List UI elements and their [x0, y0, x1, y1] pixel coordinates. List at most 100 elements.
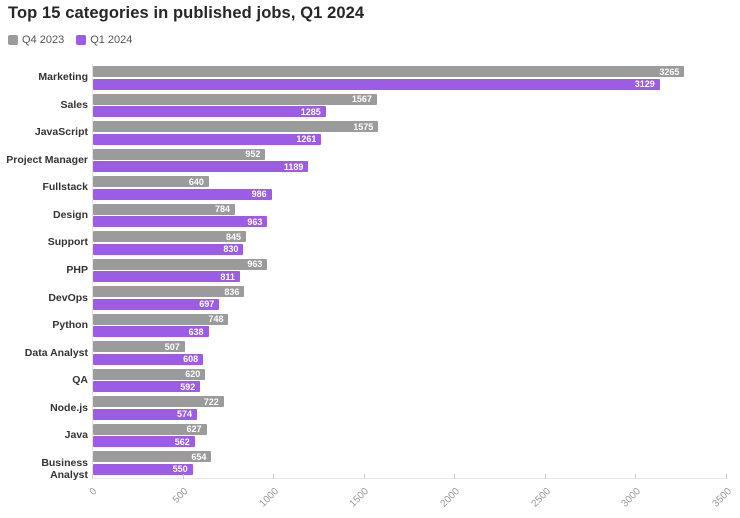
bar-q1-2024: 1189: [93, 161, 309, 173]
bar-q1-2024: 1261: [93, 133, 322, 145]
bar-value-label: 574: [176, 409, 192, 420]
bar-q4-2023: 620: [93, 368, 206, 380]
bar-q1-2024: 963: [93, 216, 268, 228]
x-axis-tick-label: 500: [170, 486, 191, 506]
bar-q4-2023: 845: [93, 231, 247, 243]
x-axis-line: [92, 478, 727, 479]
bar-value-label: 1567: [351, 94, 372, 105]
bar-value-label: 845: [226, 231, 242, 242]
bar-q1-2024: 830: [93, 243, 244, 255]
bar-q1-2024: 1285: [93, 106, 326, 118]
category-label: Data Analyst: [24, 346, 88, 359]
chart-title: Top 15 categories in published jobs, Q1 …: [8, 4, 365, 22]
bar-value-label: 592: [180, 381, 196, 392]
category-label: Business Analyst: [41, 456, 88, 481]
bar-value-label: 3265: [659, 66, 680, 77]
bar-value-label: 507: [164, 341, 180, 352]
bar-q1-2024: 562: [93, 436, 195, 448]
bar-q4-2023: 748: [93, 313, 229, 325]
bar-value-label: 748: [208, 314, 224, 325]
bar-q4-2023: 952: [93, 148, 266, 160]
category-label: Python: [52, 319, 88, 332]
bar-value-label: 3129: [634, 79, 655, 89]
category-label: Java: [64, 429, 88, 442]
legend-item-q1-2024[interactable]: Q1 2024: [76, 34, 132, 46]
category-label: Node.js: [50, 401, 88, 414]
y-axis-line: [92, 64, 93, 478]
x-axis-tick-label: 3000: [619, 486, 644, 510]
bar-value-label: 963: [247, 216, 263, 227]
bar-value-label: 654: [191, 451, 207, 462]
x-axis-tick-label: 2000: [438, 486, 463, 510]
category-label: Project Manager: [6, 153, 88, 166]
bar-value-label: 550: [172, 464, 188, 475]
category-label: PHP: [66, 264, 88, 276]
bar-value-label: 608: [183, 354, 199, 365]
x-axis-tick: [273, 474, 275, 479]
bar-value-label: 620: [185, 369, 201, 380]
x-axis-tick-label: 3500: [710, 486, 734, 510]
bar-q4-2023: 640: [93, 176, 209, 188]
bar-q4-2023: 3265: [93, 66, 685, 77]
bar-q1-2024: 638: [93, 326, 209, 338]
bar-q1-2024: 574: [93, 408, 197, 420]
x-axis-tick: [182, 474, 184, 479]
x-axis-tick: [363, 474, 365, 479]
bar-value-label: 1189: [283, 161, 304, 172]
bar-q1-2024: 608: [93, 353, 204, 365]
bar-value-label: 836: [224, 286, 240, 297]
x-axis-tick: [726, 474, 727, 479]
bar-q1-2024: 811: [93, 271, 240, 283]
bar-q1-2024: 592: [93, 381, 201, 393]
bar-value-label: 986: [251, 189, 267, 200]
bar-value-label: 562: [174, 436, 190, 447]
bar-q4-2023: 963: [93, 258, 268, 270]
legend-item-q4-2023[interactable]: Q4 2023: [8, 34, 64, 46]
legend-label: Q1 2024: [90, 34, 133, 46]
bar-q4-2023: 722: [93, 396, 224, 408]
category-label: Sales: [60, 98, 88, 111]
bar-value-label: 722: [203, 396, 219, 407]
bar-q4-2023: 1575: [93, 121, 379, 133]
x-axis-tick-label: 0: [88, 486, 100, 498]
category-label: Design: [52, 208, 88, 221]
legend-swatch-icon: [8, 35, 18, 45]
bar-value-label: 1261: [296, 134, 317, 145]
bar-q4-2023: 627: [93, 423, 207, 435]
category-label: Fullstack: [42, 181, 88, 194]
bar-q1-2024: 697: [93, 298, 220, 310]
bar-q4-2023: 784: [93, 203, 236, 215]
x-axis-tick: [454, 474, 456, 479]
bar-q1-2024: 550: [93, 463, 193, 475]
bar-value-label: 952: [245, 149, 261, 160]
bar-value-label: 811: [220, 271, 235, 282]
bar-q1-2024: 986: [93, 188, 272, 200]
bar-q1-2024: 3129: [93, 78, 660, 90]
bar-q4-2023: 836: [93, 286, 245, 298]
bar-q4-2023: 507: [93, 341, 185, 353]
category-label: Support: [47, 236, 88, 249]
bar-q4-2023: 1567: [93, 93, 377, 105]
bar-value-label: 627: [186, 424, 202, 435]
category-label: JavaScript: [34, 126, 88, 139]
bar-q4-2023: 654: [93, 451, 212, 463]
x-axis-tick-label: 1500: [347, 486, 372, 510]
bar-value-label: 1285: [300, 106, 321, 117]
bar-value-label: 640: [188, 176, 204, 187]
x-axis-tick: [92, 474, 93, 479]
x-axis-tick-label: 1000: [257, 486, 281, 510]
x-axis-tick: [544, 474, 546, 479]
bar-value-label: 697: [199, 299, 215, 310]
x-axis-tick-label: 2500: [529, 486, 553, 510]
bar-value-label: 1575: [353, 121, 374, 132]
category-label: Marketing: [38, 71, 88, 84]
bar-value-label: 638: [188, 326, 204, 337]
category-label: DevOps: [48, 291, 88, 304]
bar-value-label: 963: [247, 259, 263, 270]
bar-value-label: 784: [214, 204, 231, 215]
category-label: QA: [72, 374, 88, 387]
legend-swatch-icon: [76, 35, 87, 45]
chart-legend: Q4 2023 Q1 2024: [8, 34, 132, 46]
